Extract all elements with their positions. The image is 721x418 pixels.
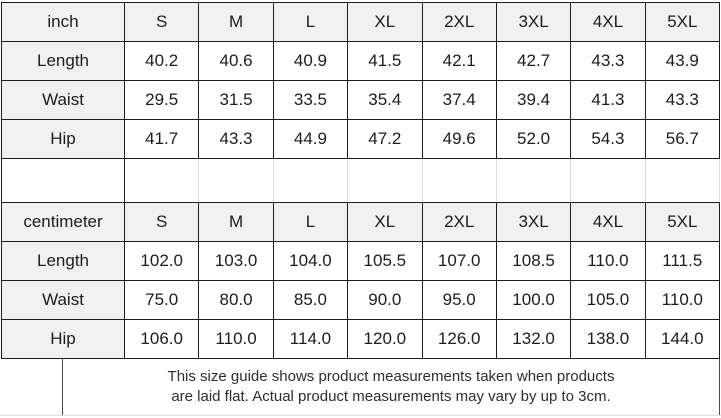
note-box: This size guide shows product measuremen… xyxy=(62,359,720,415)
row-label-cell: Length xyxy=(1,241,125,281)
gap-cell xyxy=(571,159,646,202)
size-header-cell: S xyxy=(123,202,200,242)
size-header-cell: 5XL xyxy=(644,202,721,242)
value-cell: 114.0 xyxy=(272,319,349,359)
gap-cell xyxy=(497,159,572,202)
value-cell: 90.0 xyxy=(347,280,423,320)
table-row-length: Length 102.0 103.0 104.0 105.5 107.0 108… xyxy=(1,241,721,281)
value-cell: 31.5 xyxy=(198,80,274,120)
value-cell: 52.0 xyxy=(495,119,572,159)
gap-cell xyxy=(348,159,423,202)
note-line-2: are laid flat. Actual product measuremen… xyxy=(171,388,611,405)
size-header-cell: 4XL xyxy=(570,202,646,242)
table-row-hip: Hip 106.0 110.0 114.0 120.0 126.0 132.0 … xyxy=(1,319,721,359)
value-cell: 102.0 xyxy=(123,241,200,281)
size-guide-footer: This size guide shows product measuremen… xyxy=(0,359,721,416)
size-table-inch: inch S M L XL 2XL 3XL 4XL 5XL Length 40.… xyxy=(1,2,721,159)
gap-cell xyxy=(646,159,720,202)
value-cell: 95.0 xyxy=(421,280,497,320)
size-header-cell: 2XL xyxy=(421,202,497,242)
table-row-waist: Waist 75.0 80.0 85.0 90.0 95.0 100.0 105… xyxy=(1,280,721,320)
value-cell: 85.0 xyxy=(272,280,349,320)
value-cell: 41.3 xyxy=(570,80,646,120)
row-label-cell: Waist xyxy=(1,280,125,320)
value-cell: 104.0 xyxy=(272,241,349,281)
unit-label-inch: inch xyxy=(1,2,125,42)
value-cell: 80.0 xyxy=(198,280,274,320)
value-cell: 107.0 xyxy=(421,241,497,281)
value-cell: 138.0 xyxy=(570,319,646,359)
row-label-cell: Hip xyxy=(1,319,125,359)
size-header-cell: XL xyxy=(347,2,423,42)
gap-cell xyxy=(2,159,125,202)
table-row-waist: Waist 29.5 31.5 33.5 35.4 37.4 39.4 41.3… xyxy=(1,80,721,120)
centimeter-header-row: centimeter S M L XL 2XL 3XL 4XL 5XL xyxy=(1,202,721,242)
row-label-cell: Hip xyxy=(1,119,125,159)
value-cell: 106.0 xyxy=(123,319,200,359)
value-cell: 144.0 xyxy=(644,319,721,359)
size-header-cell: 3XL xyxy=(495,2,572,42)
table-row-hip: Hip 41.7 43.3 44.9 47.2 49.6 52.0 54.3 5… xyxy=(1,119,721,159)
size-header-cell: 2XL xyxy=(421,2,497,42)
value-cell: 100.0 xyxy=(495,280,572,320)
size-header-cell: L xyxy=(272,2,349,42)
value-cell: 110.0 xyxy=(570,241,646,281)
table-row-length: Length 40.2 40.6 40.9 41.5 42.1 42.7 43.… xyxy=(1,41,721,81)
value-cell: 40.2 xyxy=(123,41,200,81)
value-cell: 43.3 xyxy=(198,119,274,159)
row-label-cell: Length xyxy=(1,41,125,81)
table-gap xyxy=(1,159,720,202)
size-table-centimeter: centimeter S M L XL 2XL 3XL 4XL 5XL Leng… xyxy=(1,202,721,359)
value-cell: 132.0 xyxy=(495,319,572,359)
size-header-cell: M xyxy=(198,202,274,242)
value-cell: 41.7 xyxy=(123,119,200,159)
value-cell: 105.0 xyxy=(570,280,646,320)
value-cell: 120.0 xyxy=(347,319,423,359)
value-cell: 110.0 xyxy=(198,319,274,359)
value-cell: 110.0 xyxy=(644,280,721,320)
size-header-cell: 4XL xyxy=(570,2,646,42)
value-cell: 42.1 xyxy=(421,41,497,81)
value-cell: 29.5 xyxy=(123,80,200,120)
size-header-cell: M xyxy=(198,2,274,42)
value-cell: 40.6 xyxy=(198,41,274,81)
value-cell: 56.7 xyxy=(644,119,721,159)
value-cell: 54.3 xyxy=(570,119,646,159)
row-label-cell: Waist xyxy=(1,80,125,120)
value-cell: 44.9 xyxy=(272,119,349,159)
value-cell: 40.9 xyxy=(272,41,349,81)
value-cell: 37.4 xyxy=(421,80,497,120)
size-header-cell: S xyxy=(123,2,200,42)
size-header-cell: XL xyxy=(347,202,423,242)
value-cell: 49.6 xyxy=(421,119,497,159)
value-cell: 103.0 xyxy=(198,241,274,281)
value-cell: 43.3 xyxy=(570,41,646,81)
size-header-cell: 5XL xyxy=(644,2,721,42)
value-cell: 108.5 xyxy=(495,241,572,281)
gap-cell xyxy=(199,159,274,202)
value-cell: 39.4 xyxy=(495,80,572,120)
gap-cell xyxy=(125,159,200,202)
value-cell: 43.3 xyxy=(644,80,721,120)
value-cell: 47.2 xyxy=(347,119,423,159)
size-header-cell: L xyxy=(272,202,349,242)
inch-header-row: inch S M L XL 2XL 3XL 4XL 5XL xyxy=(1,2,721,42)
value-cell: 105.5 xyxy=(347,241,423,281)
value-cell: 41.5 xyxy=(347,41,423,81)
value-cell: 33.5 xyxy=(272,80,349,120)
size-header-cell: 3XL xyxy=(495,202,572,242)
value-cell: 35.4 xyxy=(347,80,423,120)
value-cell: 75.0 xyxy=(123,280,200,320)
unit-label-centimeter: centimeter xyxy=(1,202,125,242)
value-cell: 111.5 xyxy=(644,241,721,281)
value-cell: 126.0 xyxy=(421,319,497,359)
gap-cell xyxy=(423,159,497,202)
note-line-1: This size guide shows product measuremen… xyxy=(167,368,615,385)
value-cell: 42.7 xyxy=(495,41,572,81)
gap-cell xyxy=(274,159,349,202)
value-cell: 43.9 xyxy=(644,41,721,81)
